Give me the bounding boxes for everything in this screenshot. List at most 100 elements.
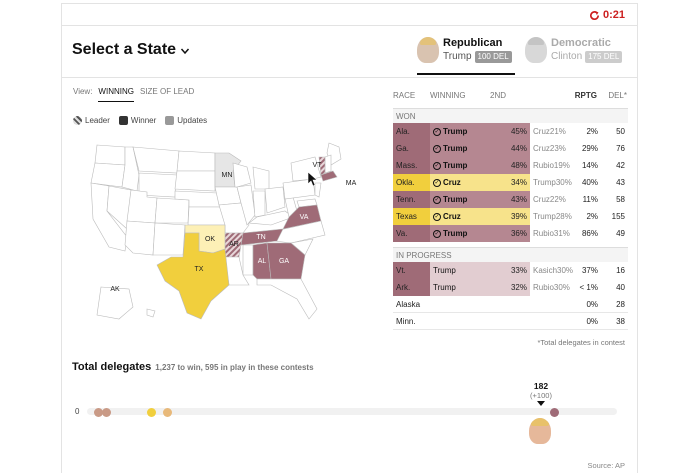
- state-nm[interactable]: [152, 222, 186, 256]
- tab-republican[interactable]: Republican Trump 100 DEL: [417, 37, 512, 63]
- table-row[interactable]: Okla. ✓ Cruz 34% Trump 30% 40% 43: [393, 174, 628, 191]
- refresh-icon: [590, 10, 599, 20]
- map-label-ak: AK: [110, 286, 120, 293]
- tab-democratic[interactable]: Democratic Clinton 175 DEL: [525, 37, 623, 63]
- state-fl[interactable]: [256, 278, 318, 320]
- state-ak[interactable]: [96, 286, 134, 320]
- track-zero-label: 0: [75, 407, 80, 416]
- winner-pct: 34%: [500, 174, 530, 191]
- second-name: Trump: [533, 178, 556, 187]
- state-ga[interactable]: [266, 242, 306, 280]
- state-ny[interactable]: [290, 156, 322, 182]
- party-name: Republican: [443, 37, 503, 49]
- reporting-pct: 86%: [581, 229, 598, 238]
- chevron-down-icon: [180, 48, 190, 55]
- map-label-ar: AR: [229, 241, 239, 248]
- state-nh[interactable]: [324, 154, 332, 174]
- state-vt[interactable]: [318, 156, 326, 176]
- delegate-dot: [550, 408, 560, 417]
- state-ks[interactable]: [187, 206, 226, 226]
- select-state-dropdown[interactable]: Select a State: [72, 41, 190, 59]
- winner-cell: ✓ Trump: [430, 123, 500, 140]
- state-az[interactable]: [124, 220, 156, 256]
- winner-name: Cruz: [443, 212, 461, 221]
- table-row[interactable]: Va. ✓ Trump 36% Rubio 31% 86% 49: [393, 225, 628, 242]
- state-hi[interactable]: [146, 308, 156, 318]
- state-name: Vt.: [393, 262, 430, 279]
- updates-swatch-icon: [165, 116, 175, 125]
- state-oh[interactable]: [264, 186, 286, 214]
- table-row[interactable]: Texas ✓ Cruz 39% Trump 28% 2% 155: [393, 208, 628, 225]
- reporting-pct: 0%: [586, 300, 598, 309]
- state-nd[interactable]: [176, 150, 216, 172]
- table-row[interactable]: Ala. ✓ Trump 45% Cruz 21% 2% 50: [393, 123, 628, 140]
- reporting-pct: 0%: [586, 317, 598, 326]
- winner-name: Trump: [443, 195, 468, 204]
- state-name: Okla.: [393, 174, 430, 191]
- winner-cell: ✓ Trump: [430, 140, 500, 157]
- second-cell: Cruz 21%: [530, 123, 568, 140]
- winner-pct: 48%: [500, 157, 530, 174]
- winner-pct: [500, 296, 530, 313]
- winner-name: Cruz: [443, 178, 461, 187]
- table-row[interactable]: Ga. ✓ Trump 44% Cruz 23% 29% 76: [393, 140, 628, 157]
- tab-size-of-lead[interactable]: SIZE OF LEAD: [139, 87, 195, 96]
- map-label-tn: TN: [256, 234, 265, 241]
- table-row[interactable]: Alaska 0% 28: [393, 296, 628, 313]
- us-map[interactable]: MN VT MA OK AR TN VA AL GA TX AK: [87, 141, 357, 321]
- state-ma[interactable]: [320, 170, 338, 182]
- delegate-dot: [146, 408, 156, 417]
- state-mt[interactable]: [132, 146, 180, 174]
- table-row[interactable]: Vt. Trump 33% Kasich 30% 37% 16: [393, 262, 628, 279]
- won-rows: Ala. ✓ Trump 45% Cruz 21% 2% 50 Ga. ✓ Trump 44% Cruz…: [393, 123, 628, 242]
- winner-name: Trump: [433, 283, 456, 292]
- map-label-ga: GA: [279, 258, 289, 265]
- second-name: Cruz: [533, 127, 550, 136]
- winner-cell: ✓ Cruz: [430, 174, 500, 191]
- delegates-count: 76: [616, 144, 625, 153]
- second-name: Trump: [533, 212, 556, 221]
- state-il[interactable]: [236, 184, 256, 226]
- state-nj[interactable]: [314, 182, 322, 198]
- state-sd[interactable]: [174, 170, 216, 192]
- winner-pct: 39%: [500, 208, 530, 225]
- state-or[interactable]: [90, 162, 126, 188]
- refresh-timer[interactable]: 0:21: [589, 9, 625, 21]
- winner-swatch-icon: [118, 116, 128, 125]
- state-co[interactable]: [154, 197, 190, 224]
- table-row[interactable]: Ark. Trump 32% Rubio 30% < 1% 40: [393, 279, 628, 296]
- state-ms[interactable]: [242, 244, 254, 276]
- delegate-dot: [93, 408, 103, 417]
- state-in[interactable]: [252, 190, 266, 218]
- state-name: Va.: [393, 225, 430, 242]
- check-icon: ✓: [433, 127, 441, 136]
- table-row[interactable]: Tenn. ✓ Trump 43% Cruz 22% 11% 58: [393, 191, 628, 208]
- delegates-count: 16: [616, 266, 625, 275]
- candidate-name: Trump: [443, 51, 472, 62]
- state-mi[interactable]: [252, 166, 270, 190]
- check-icon: ✓: [433, 161, 441, 170]
- leader-marker: 182 (+100): [526, 381, 556, 406]
- top-bar: 0:21: [62, 4, 637, 26]
- state-name: Ark.: [393, 279, 430, 296]
- second-cell: Rubio 19%: [530, 157, 570, 174]
- reporting-pct: 2%: [586, 212, 598, 221]
- state-tx[interactable]: [156, 232, 230, 320]
- tab-winning[interactable]: WINNING: [98, 87, 134, 102]
- leader-swatch-icon: [73, 116, 82, 125]
- state-wi[interactable]: [232, 162, 252, 188]
- winner-pct: 36%: [500, 225, 530, 242]
- winner-cell: [430, 296, 500, 313]
- table-row[interactable]: Minn. 0% 38: [393, 313, 628, 330]
- map-label-al: AL: [258, 258, 267, 265]
- view-label: View:: [73, 87, 93, 96]
- second-pct: 31%: [553, 229, 570, 238]
- state-wa[interactable]: [94, 144, 126, 166]
- header-divider: [62, 77, 637, 78]
- winner-cell: ✓ Trump: [430, 157, 500, 174]
- check-icon: ✓: [433, 195, 441, 204]
- state-ia[interactable]: [214, 186, 242, 206]
- table-row[interactable]: Mass. ✓ Trump 48% Rubio 19% 14% 42: [393, 157, 628, 174]
- winner-pct: 33%: [500, 262, 530, 279]
- winner-cell: ✓ Trump: [430, 225, 500, 242]
